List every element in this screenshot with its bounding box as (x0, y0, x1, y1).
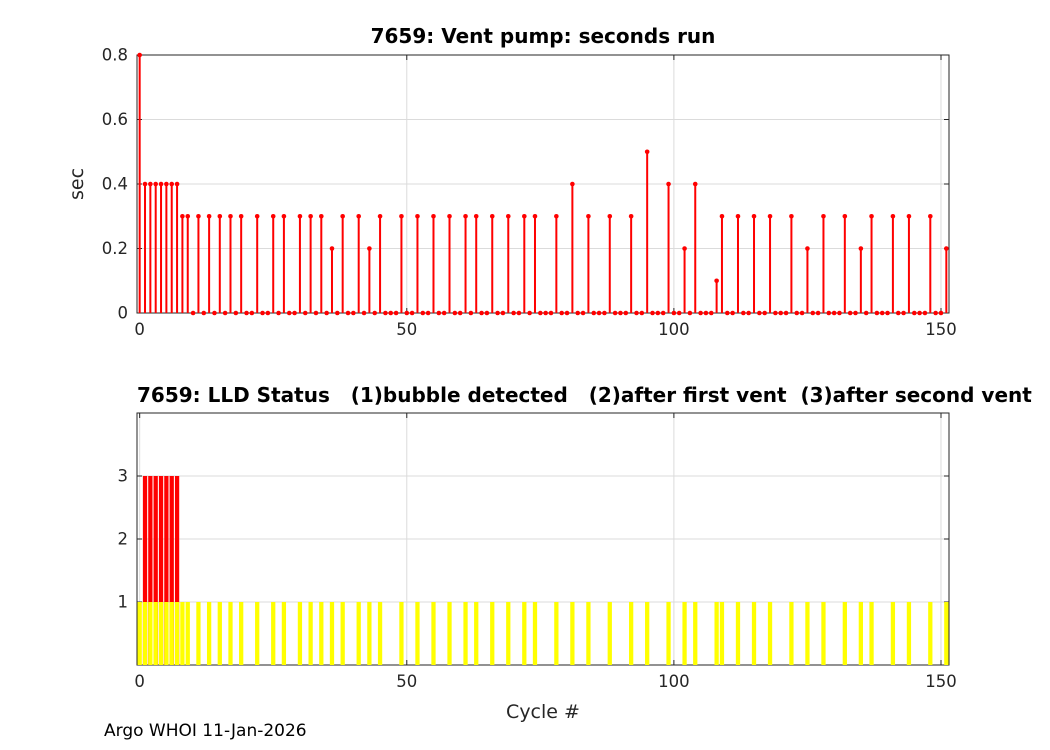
x-tick-labels: 0 50 100 150 (134, 320, 956, 339)
svg-text:0.6: 0.6 (102, 110, 128, 129)
footer-credit: Argo WHOI 11-Jan-2026 (104, 721, 307, 741)
svg-text:150: 150 (925, 320, 957, 339)
bars-status-1-bubble-detected (137, 602, 949, 665)
vent-pump-title: 7659: Vent pump: seconds run (370, 24, 716, 48)
svg-text:1: 1 (118, 593, 129, 612)
vent-pump-plot: 0 50 100 150 0 0.2 0.4 0.6 0.8 (102, 46, 957, 340)
stem-markers (137, 52, 949, 316)
svg-text:0: 0 (134, 672, 145, 691)
svg-text:0.4: 0.4 (102, 175, 128, 194)
svg-text:50: 50 (396, 672, 417, 691)
svg-text:0.2: 0.2 (102, 239, 128, 258)
sec-ylabel: sec (66, 167, 88, 201)
svg-text:150: 150 (925, 672, 957, 691)
y-tick-labels: 0 0.2 0.4 0.6 0.8 (102, 46, 128, 323)
lld-status-plot: 0 50 100 150 1 2 3 (118, 412, 957, 691)
grid-lines (137, 54, 949, 314)
svg-text:3: 3 (118, 467, 129, 486)
x-tick-labels: 0 50 100 150 (134, 672, 956, 691)
svg-text:100: 100 (658, 320, 690, 339)
svg-text:0: 0 (118, 304, 129, 323)
lld-status-title: 7659: LLD Status (1)bubble detected (2)a… (137, 383, 1032, 407)
bars-status-3-after-second-vent (142, 476, 180, 665)
svg-text:100: 100 (658, 672, 690, 691)
tick-marks (137, 413, 949, 665)
svg-text:0.8: 0.8 (102, 46, 128, 65)
svg-text:2: 2 (118, 530, 129, 549)
cycle-xlabel: Cycle # (506, 701, 580, 723)
stem-lines (138, 55, 948, 313)
svg-text:0: 0 (134, 320, 145, 339)
y-tick-labels: 1 2 3 (118, 467, 129, 612)
svg-text:50: 50 (396, 320, 417, 339)
